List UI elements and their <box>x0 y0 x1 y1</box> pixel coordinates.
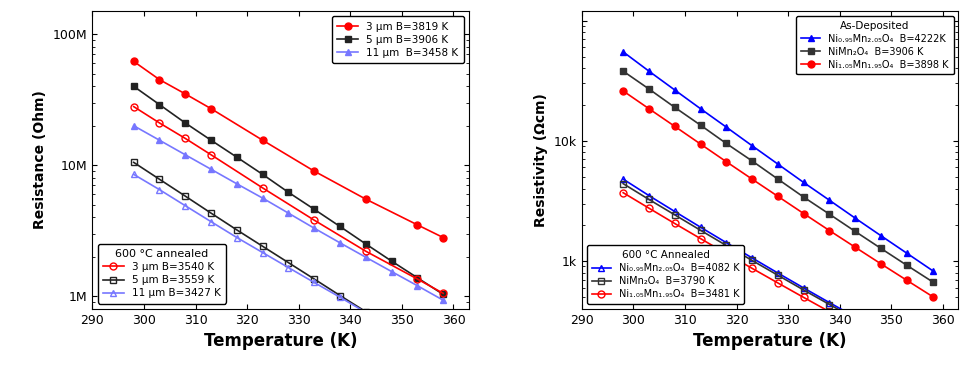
Y-axis label: Resistance (Ohm): Resistance (Ohm) <box>33 90 48 230</box>
X-axis label: Temperature (K): Temperature (K) <box>204 332 357 350</box>
Legend: 3 μm B=3540 K, 5 μm B=3559 K, 11 μm B=3427 K: 3 μm B=3540 K, 5 μm B=3559 K, 11 μm B=34… <box>97 244 226 304</box>
Legend: Ni₀.₉₅Mn₂.₀₅O₄  B=4082 K, NiMn₂O₄  B=3790 K, Ni₁.₀₅Mn₁.₉₅O₄  B=3481 K: Ni₀.₉₅Mn₂.₀₅O₄ B=4082 K, NiMn₂O₄ B=3790 … <box>587 246 744 304</box>
X-axis label: Temperature (K): Temperature (K) <box>694 332 847 350</box>
Y-axis label: Resistivity (Ωcm): Resistivity (Ωcm) <box>534 93 549 227</box>
